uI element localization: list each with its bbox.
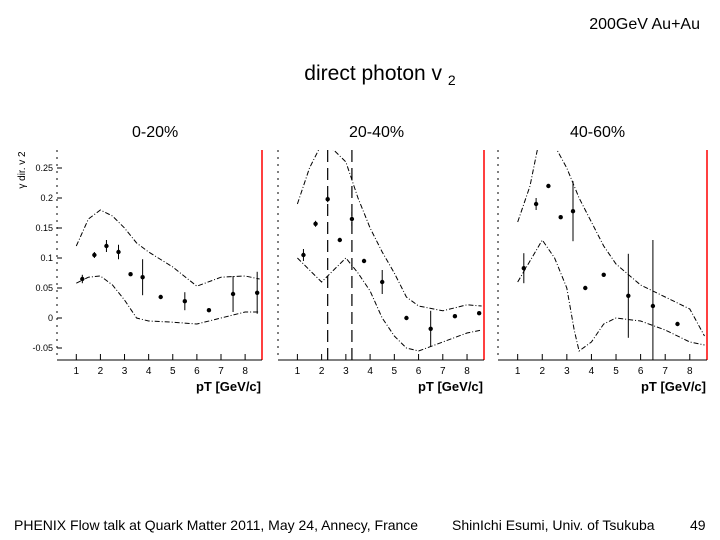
panel-1-data-point <box>452 314 458 319</box>
panel-0-data-point <box>92 252 97 258</box>
panel-1-data-point <box>313 221 318 226</box>
panel-0-x-tick-label: 6 <box>194 366 200 377</box>
panel-0-data-point <box>80 276 85 282</box>
panel-0-y-tick-label: 0.2 <box>40 193 53 203</box>
panel-1-data-point <box>301 252 306 258</box>
panel-1-data-point <box>476 311 482 316</box>
footer-author: ShinIchi Esumi, Univ. of Tsukuba <box>452 517 655 533</box>
panel-1-band-lower <box>297 257 482 352</box>
panel-2-x-axis-label: pT [GeV/c] <box>641 379 706 394</box>
panel-2-x-tick-label: 8 <box>687 366 693 377</box>
header-label: 200GeV Au+Au <box>589 16 700 33</box>
panel-0-data-point <box>128 272 133 277</box>
panel-2-band-lower <box>517 239 705 352</box>
panel-0-y-tick-label: 0.15 <box>35 223 53 233</box>
panel-0-x-tick-label: 1 <box>74 366 80 377</box>
panel-2-data-point <box>558 215 563 220</box>
panel-1-x-tick-label: 2 <box>319 366 325 377</box>
panel-0-x-tick-label: 2 <box>98 366 104 377</box>
panel-0-x-tick-label: 3 <box>122 366 128 377</box>
panel-2-data-point <box>675 321 680 327</box>
panel-0-y-tick-label: 0.1 <box>40 253 53 263</box>
panel-0-data-point <box>116 249 121 255</box>
panel-1-band-upper <box>296 150 482 312</box>
panel-0-y-tick-label: 0.05 <box>35 283 53 293</box>
panel-0-data-point <box>158 294 163 300</box>
panel-0-data-point <box>182 299 188 304</box>
panel-1-x-tick-label: 8 <box>464 366 470 377</box>
panel-0-plot-area <box>75 209 260 325</box>
panel-title-20-40: 20-40% <box>345 124 409 142</box>
panel-1-x-tick-label: 7 <box>440 366 446 377</box>
panel-2-data-point <box>583 285 588 291</box>
panel-2-x-tick-label: 4 <box>589 366 595 377</box>
panel-0-band-upper <box>75 209 260 287</box>
panel-1-data-point <box>428 326 433 331</box>
panel-1-plot-area <box>296 150 482 360</box>
panel-2-data-point <box>570 209 576 214</box>
page-number: 49 <box>690 517 706 533</box>
panel-1-data-point <box>337 237 342 243</box>
panel-0-x-tick-label: 5 <box>170 366 176 377</box>
panel-0-x-axis-label: pT [GeV/c] <box>196 379 261 394</box>
panel-0-y-tick-label: -0.05 <box>32 343 53 353</box>
panel-0-x-tick-label: 8 <box>242 366 248 377</box>
panel-2-x-tick-label: 2 <box>539 366 545 377</box>
slide-title-subscript: 2 <box>447 72 456 89</box>
panel-2-band-upper <box>517 150 705 337</box>
panel-0-data-point <box>140 275 145 280</box>
panel-title-40-60: 40-60% <box>566 124 630 142</box>
panel-2-x-tick-label: 6 <box>638 366 644 377</box>
y-axis-label: γ dir. v 2 <box>17 151 28 189</box>
footer-event: PHENIX Flow talk at Quark Matter 2011, M… <box>14 517 419 533</box>
panel-0-data-point <box>254 290 260 295</box>
panel-1-x-tick-label: 5 <box>392 366 398 377</box>
panel-0-y-tick-label: 0.25 <box>35 163 53 173</box>
panel-2-data-point <box>533 201 539 207</box>
panel-2-x-tick-label: 7 <box>662 366 668 377</box>
panel-2-x-tick-label: 5 <box>613 366 619 377</box>
panel-1-x-tick-label: 3 <box>343 366 349 377</box>
panel-2-x-tick-label: 3 <box>564 366 570 377</box>
panel-2-data-point <box>626 293 631 298</box>
panel-1-x-tick-label: 4 <box>367 366 373 377</box>
panel-1-data-point <box>349 216 355 222</box>
panel-0-band-lower <box>76 275 260 325</box>
panel-2-x-tick-label: 1 <box>515 366 521 377</box>
panel-1-data-point <box>404 315 409 321</box>
panel-0-data-point <box>104 243 109 249</box>
panel-1-x-tick-label: 6 <box>416 366 422 377</box>
panel-1-x-axis-label: pT [GeV/c] <box>418 379 483 394</box>
panel-2-data-point <box>521 266 527 271</box>
panel-1-data-point <box>380 279 385 285</box>
panel-0-data-point <box>206 308 212 313</box>
panel-2-data-point <box>546 183 551 189</box>
panel-1-x-tick-label: 1 <box>295 366 301 377</box>
panel-0-x-tick-label: 4 <box>146 366 152 377</box>
panel-2-data-point <box>650 303 656 309</box>
panel-title-0-20: 0-20% <box>128 124 183 142</box>
panel-0-x-tick-label: 7 <box>218 366 224 377</box>
panel-0-y-tick-label: 0 <box>48 313 53 323</box>
slide-title-main: direct photon v <box>304 62 443 85</box>
panel-1-data-point <box>325 197 330 202</box>
panel-1-data-point <box>361 258 367 264</box>
panel-2-plot-area <box>517 150 705 360</box>
panel-0-data-point <box>230 291 236 297</box>
panel-2-data-point <box>601 272 606 277</box>
slide-title: direct photon v 2 <box>0 62 720 88</box>
